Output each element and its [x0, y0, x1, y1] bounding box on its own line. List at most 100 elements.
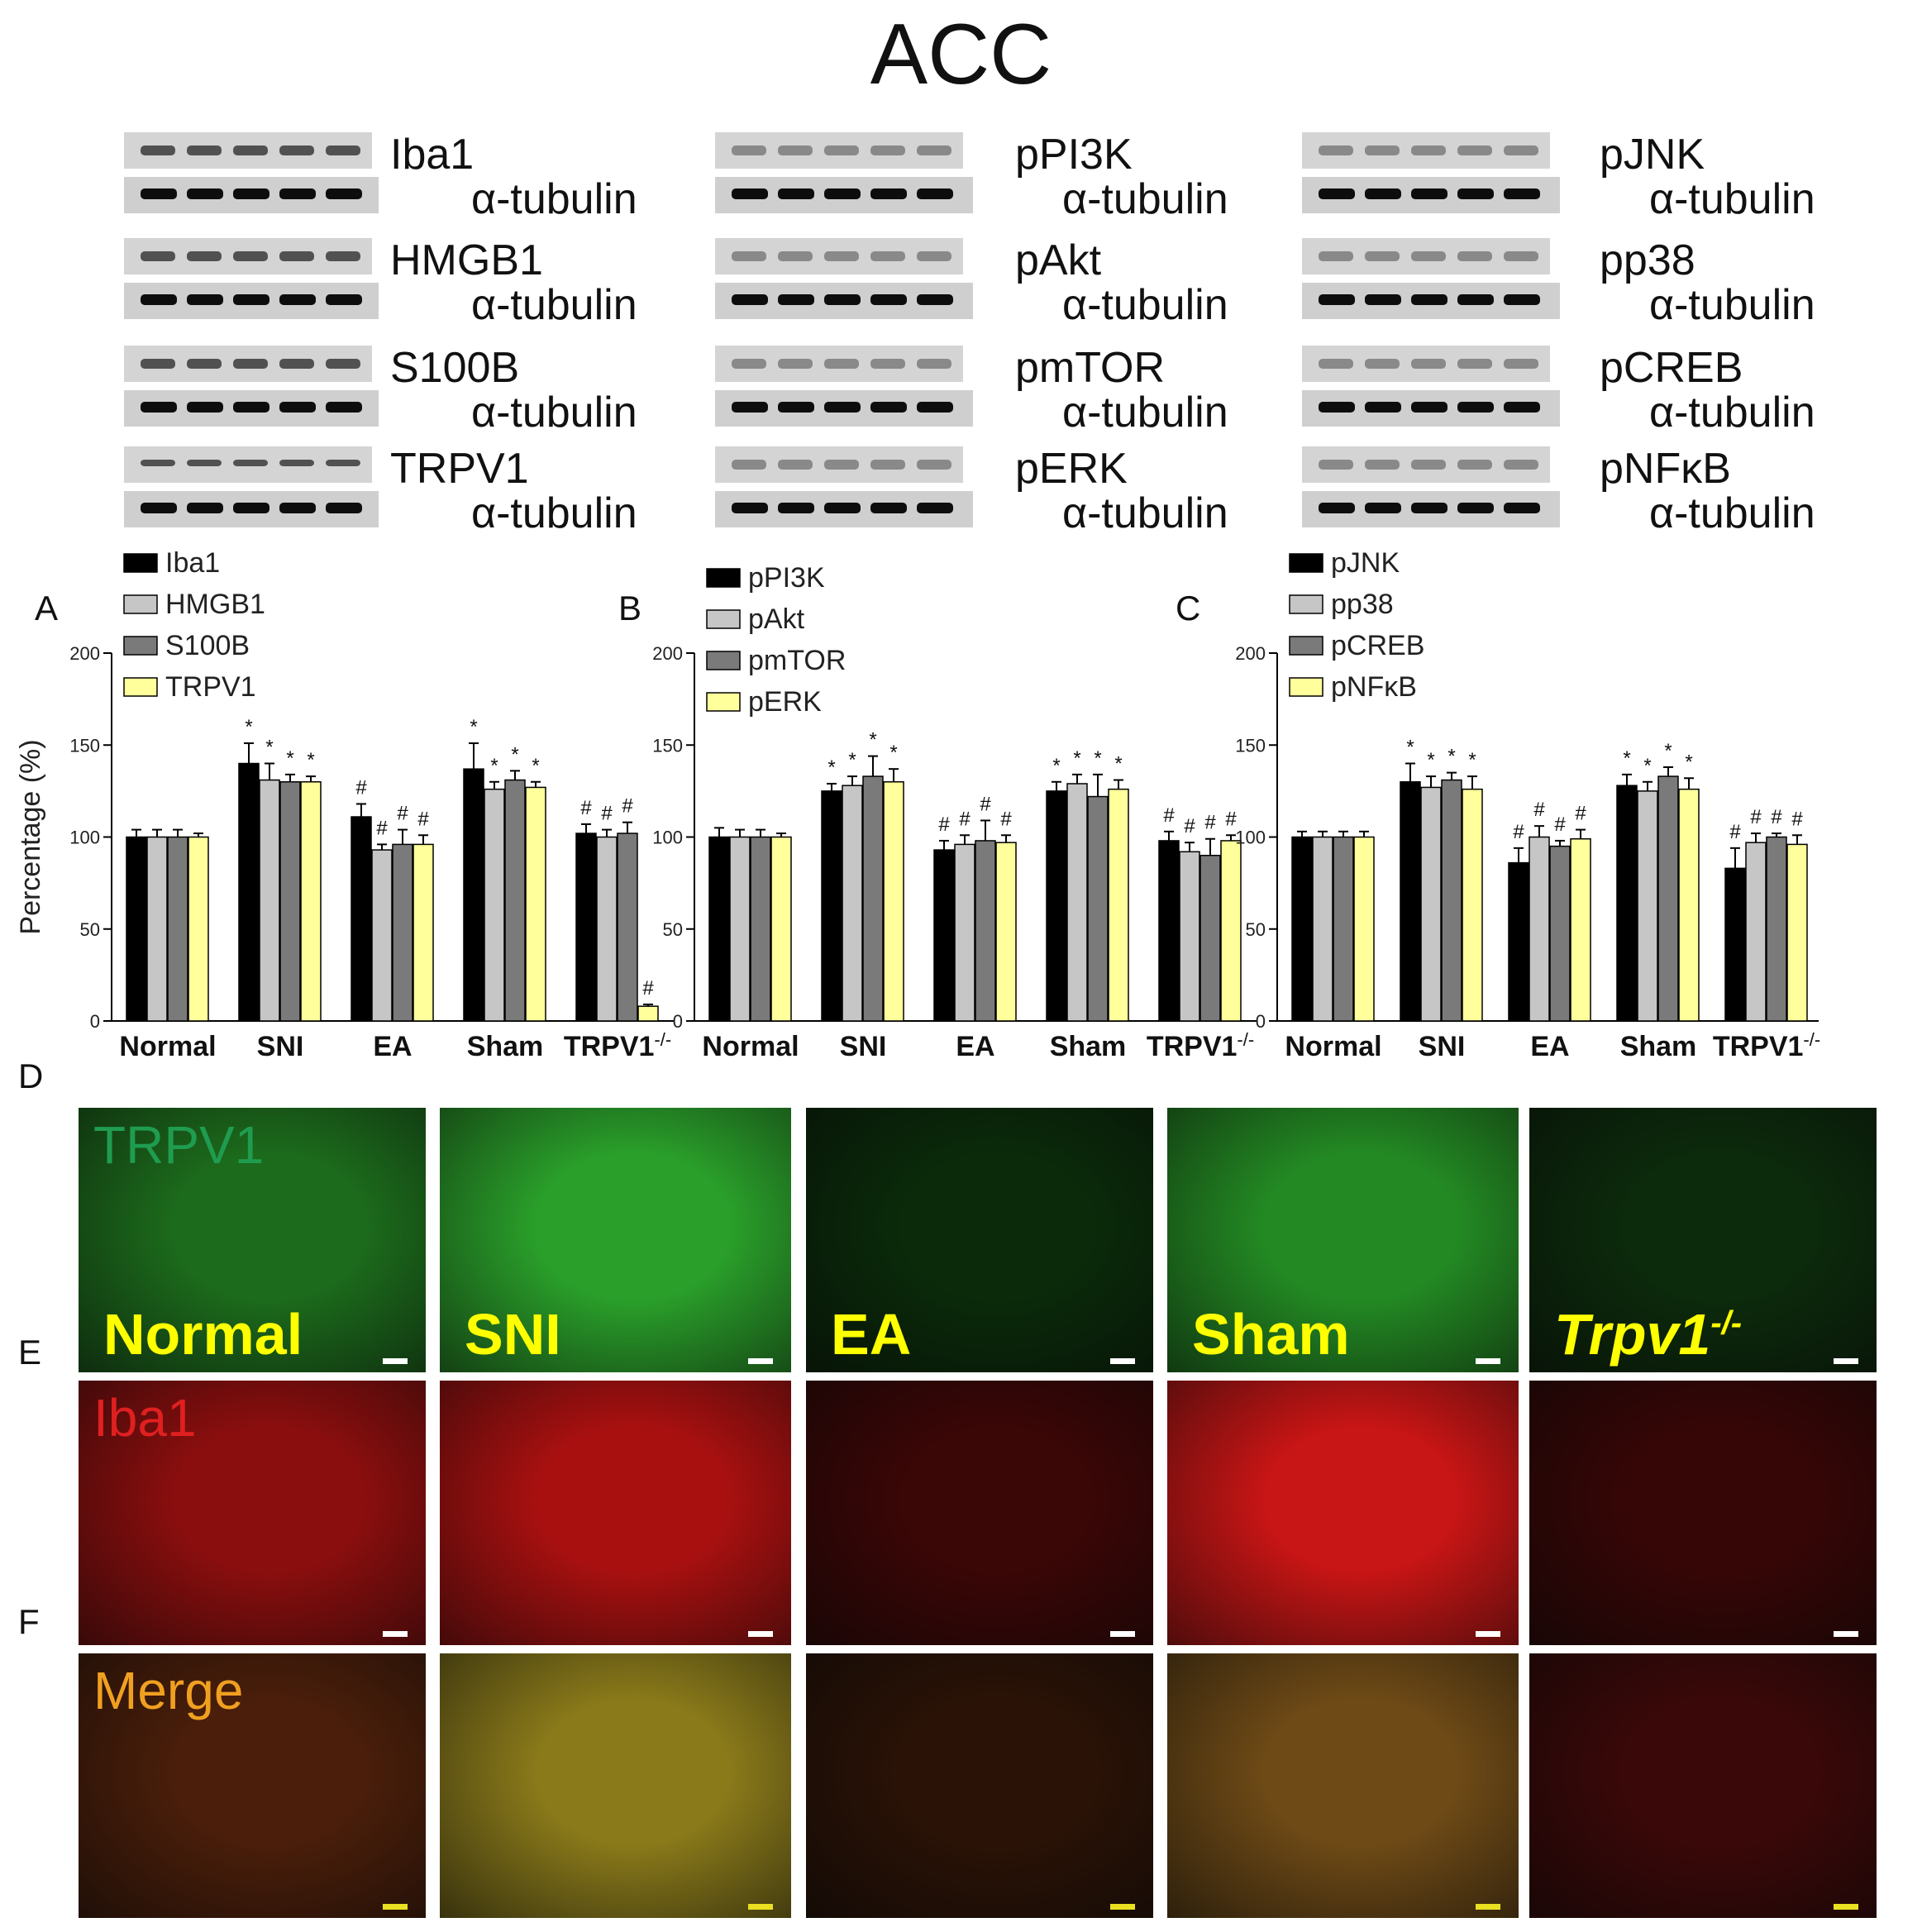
scale-bar [1476, 1358, 1500, 1364]
panel-label-b: B [618, 589, 642, 627]
significance-mark: * [265, 737, 273, 759]
blot-strip-loading [1302, 491, 1560, 527]
panel-label-f: F [18, 1602, 40, 1641]
scale-bar [383, 1631, 408, 1637]
group-label: EA [831, 1302, 912, 1367]
significance-mark: * [1664, 740, 1672, 762]
legend-swatch [123, 677, 158, 697]
bar [300, 781, 322, 1022]
blot-strip-loading [1302, 283, 1560, 319]
blot-strip-target [715, 238, 963, 274]
blot-protein-label: pAkt [1015, 236, 1102, 284]
bar [1724, 867, 1746, 1022]
group-label: SNI [465, 1302, 561, 1367]
significance-mark: # [355, 776, 367, 799]
category-label: EA [373, 1031, 412, 1062]
category-label: SNI [840, 1031, 887, 1062]
bar [484, 788, 505, 1022]
category-label: Normal [1285, 1031, 1381, 1062]
significance-mark: * [1073, 747, 1080, 770]
bar [1786, 843, 1808, 1022]
legend-label: pp38 [1331, 589, 1394, 620]
significance-mark: * [889, 742, 897, 764]
blot-strip-target [1302, 446, 1550, 483]
bar [954, 843, 975, 1022]
bar-charts: 0 50 100 150 200 Percentage (%) Normal * * * * SNI #… [15, 547, 1820, 1063]
blot-loading-label: α-tubulin [471, 175, 637, 223]
bar [1199, 855, 1221, 1022]
significance-mark: # [1554, 813, 1566, 836]
channel-label: Iba1 [93, 1388, 197, 1448]
blot-loading-label: α-tubulin [471, 389, 637, 436]
blot-loading-label: α-tubulin [1649, 489, 1815, 537]
bar [770, 836, 792, 1022]
category-label: Normal [119, 1031, 216, 1062]
y-axis-label: Percentage (%) [15, 739, 46, 934]
micrograph-tile: Merge [79, 1653, 426, 1918]
significance-mark: # [980, 793, 991, 815]
channel-label: Merge [93, 1661, 244, 1720]
blot-strip-target [124, 132, 372, 169]
legend-swatch [1289, 594, 1323, 614]
scale-bar [748, 1358, 773, 1364]
category-label: TRPV1-/- [564, 1029, 671, 1063]
category-label: TRPV1-/- [1713, 1029, 1820, 1063]
significance-mark: * [869, 729, 876, 751]
blot-protein-label: pPI3K [1015, 131, 1133, 179]
bar [750, 836, 771, 1022]
bar [525, 786, 546, 1022]
bar [392, 843, 413, 1022]
bar [1312, 836, 1333, 1022]
blot-strip-loading [715, 390, 973, 427]
blot-strip-loading [124, 390, 379, 427]
micrograph-tile [1529, 1653, 1877, 1918]
bar [1087, 795, 1109, 1022]
bar [1570, 837, 1591, 1022]
significance-mark: # [1204, 812, 1216, 834]
legend-label: TRPV1 [165, 671, 256, 703]
micrograph-tile: SNI [440, 1108, 791, 1372]
scale-bar [1110, 1358, 1135, 1364]
significance-mark: * [286, 747, 293, 770]
legend-label: S100B [165, 630, 250, 661]
significance-mark: # [1163, 804, 1175, 827]
legend-label: pCREB [1331, 630, 1424, 661]
legend-swatch [1289, 636, 1323, 656]
y-tick-label: 200 [69, 643, 100, 664]
bar [1353, 836, 1375, 1022]
legend-label: pNFκB [1331, 671, 1417, 703]
panel-label-c: C [1176, 589, 1201, 627]
blot-strip-target [715, 346, 963, 382]
y-tick-label: 0 [90, 1011, 100, 1032]
micrograph-tile: Sham [1167, 1108, 1519, 1372]
legend-label: HMGB1 [165, 589, 265, 620]
bar [1046, 790, 1067, 1022]
bar [1462, 788, 1483, 1022]
blot-protein-label: pNFκB [1600, 445, 1731, 493]
blot-strip-target [1302, 346, 1550, 382]
legend-swatch [706, 651, 741, 670]
bar [371, 849, 393, 1022]
blot-strip-target [1302, 238, 1550, 274]
bar [975, 840, 996, 1022]
channel-label: TRPV1 [93, 1115, 265, 1175]
micrograph-tile [440, 1381, 791, 1645]
legend-swatch [1289, 677, 1323, 697]
scale-bar [1834, 1631, 1858, 1637]
legend-label: pmTOR [748, 645, 846, 676]
micrograph-tile [1529, 1381, 1877, 1645]
bar [1108, 788, 1129, 1022]
significance-mark: # [1000, 808, 1012, 830]
blot-strip-target [1302, 132, 1550, 169]
blot-protein-label: HMGB1 [390, 236, 543, 284]
significance-mark: # [1533, 799, 1545, 821]
category-label: Sham [1620, 1031, 1697, 1062]
bar [883, 781, 904, 1022]
blot-strip-loading [1302, 177, 1560, 213]
bar [637, 1005, 659, 1022]
bar [1766, 836, 1787, 1022]
blot-strip-loading [124, 491, 379, 527]
micrograph-tile: EA [806, 1108, 1153, 1372]
y-tick-label: 100 [1235, 828, 1266, 848]
micrograph-tile [806, 1381, 1153, 1645]
